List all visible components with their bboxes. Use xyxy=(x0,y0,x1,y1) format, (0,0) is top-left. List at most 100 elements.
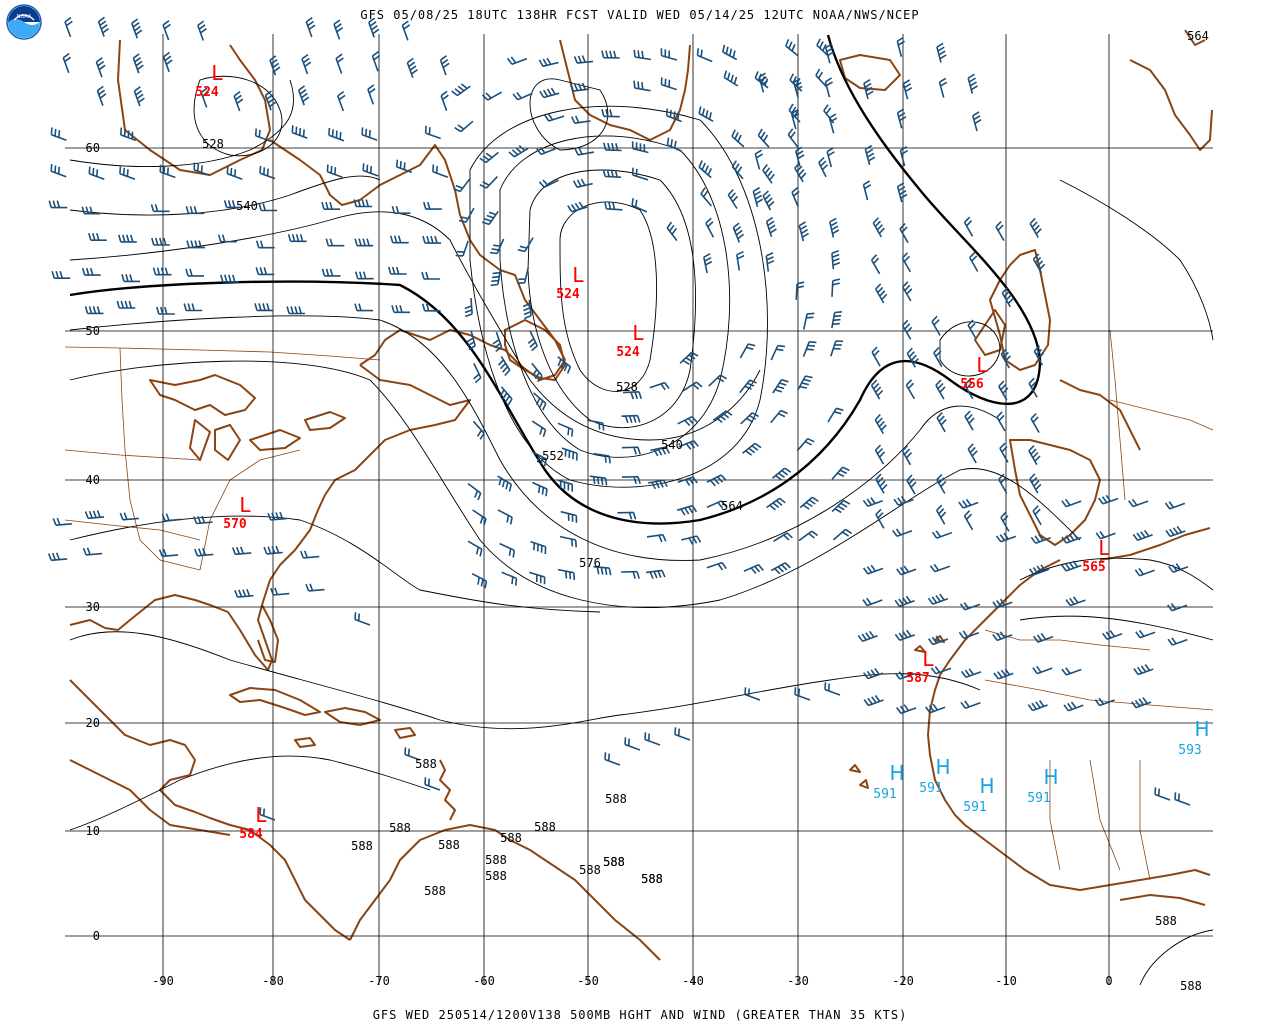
wind-barb xyxy=(893,496,914,506)
wind-barb xyxy=(874,413,887,435)
wind-barb xyxy=(624,737,641,751)
height-contours xyxy=(69,34,1214,986)
border-segment xyxy=(199,449,301,571)
wind-barb xyxy=(328,127,345,142)
coastline-segment xyxy=(69,679,351,941)
wind-barb xyxy=(864,144,876,166)
wind-barb xyxy=(533,392,547,411)
wind-barb xyxy=(391,205,411,214)
wind-barb xyxy=(993,668,1014,680)
coastline-segment xyxy=(934,635,945,643)
wind-barb xyxy=(875,283,888,304)
border-segment xyxy=(119,347,201,571)
wind-barb xyxy=(489,238,505,255)
wind-barb xyxy=(787,128,799,148)
wind-barb xyxy=(286,306,306,315)
wind-barb xyxy=(1094,697,1115,707)
longitude-label: -50 xyxy=(577,974,599,988)
wind-barb xyxy=(631,141,649,154)
wind-barbs xyxy=(47,16,1191,821)
wind-barb xyxy=(62,52,72,74)
low-value: 524 xyxy=(556,287,580,302)
wind-barb xyxy=(681,535,702,545)
wind-barb xyxy=(492,331,503,353)
wind-barb xyxy=(529,571,546,585)
wind-barb xyxy=(1000,511,1010,532)
wind-barb xyxy=(269,55,281,76)
latitude-label: 0 xyxy=(93,929,100,943)
wind-barb xyxy=(497,509,513,525)
longitude-label: -70 xyxy=(368,974,390,988)
wind-barb xyxy=(532,481,548,497)
wind-barb xyxy=(354,303,373,312)
wind-barb xyxy=(770,409,788,424)
wind-barb xyxy=(604,201,623,211)
border-segment xyxy=(1109,399,1214,431)
wind-barb xyxy=(1033,632,1054,643)
high-value: 591 xyxy=(1027,791,1050,806)
wind-barb xyxy=(705,217,715,238)
wind-barb xyxy=(497,356,511,377)
wind-barb xyxy=(765,216,777,238)
coastline-segment xyxy=(927,559,1211,891)
wind-barb xyxy=(794,162,807,183)
wind-barb xyxy=(539,87,560,99)
wind-barb xyxy=(995,532,1017,543)
wind-barb xyxy=(736,250,745,271)
wind-barb xyxy=(1154,787,1171,801)
border-segment xyxy=(64,519,201,541)
wind-barb xyxy=(185,268,204,277)
wind-barb xyxy=(798,221,810,242)
wind-barb xyxy=(220,274,239,283)
low-pressure-symbol: L xyxy=(1098,536,1110,560)
wind-barb xyxy=(297,85,310,106)
wind-barb xyxy=(617,511,637,520)
height-contour xyxy=(499,135,731,458)
wind-barb xyxy=(120,127,137,142)
wind-barb xyxy=(666,221,678,242)
wind-barb xyxy=(996,411,1006,432)
wind-barb xyxy=(896,704,917,715)
wind-barb xyxy=(1029,473,1042,494)
contour-label: 588 xyxy=(415,757,437,771)
wind-barb xyxy=(557,568,576,581)
height-contour xyxy=(193,75,283,157)
wind-barb xyxy=(151,237,170,246)
coastline-segment xyxy=(117,39,271,176)
wind-barb xyxy=(121,274,140,283)
wind-barb xyxy=(892,528,913,538)
wind-barb xyxy=(531,450,547,467)
wind-barb xyxy=(646,569,666,579)
wind-barb xyxy=(527,331,538,352)
wind-barb xyxy=(1165,525,1186,538)
wind-barb xyxy=(301,54,312,75)
wind-barb xyxy=(267,511,287,521)
wind-barb xyxy=(935,379,946,400)
wind-barb xyxy=(572,178,593,188)
wind-barb xyxy=(264,90,276,111)
wind-barb xyxy=(1027,700,1048,712)
wind-barb xyxy=(870,379,884,400)
height-contour xyxy=(529,78,609,151)
contour-label: 588 xyxy=(1155,914,1177,928)
wind-barb xyxy=(706,500,727,509)
wind-barb xyxy=(706,474,727,487)
height-contour xyxy=(559,201,657,392)
coastline-segment xyxy=(214,424,241,461)
wind-barb xyxy=(788,103,801,123)
coastline-segment xyxy=(1099,527,1211,561)
wind-barb xyxy=(159,164,176,179)
wind-barb xyxy=(305,583,325,592)
wind-barb xyxy=(872,217,885,238)
border-segment xyxy=(984,629,1151,651)
wind-barb xyxy=(762,190,775,211)
wind-barb xyxy=(758,72,769,93)
wind-barb xyxy=(362,163,379,177)
wind-barb xyxy=(739,379,757,394)
contour-label: 588 xyxy=(351,839,373,853)
coastline-segment xyxy=(974,309,1006,356)
contour-label: 528 xyxy=(202,137,224,151)
contour-label: 588 xyxy=(603,855,625,869)
wind-barb xyxy=(395,159,413,174)
wind-barb xyxy=(723,70,739,87)
